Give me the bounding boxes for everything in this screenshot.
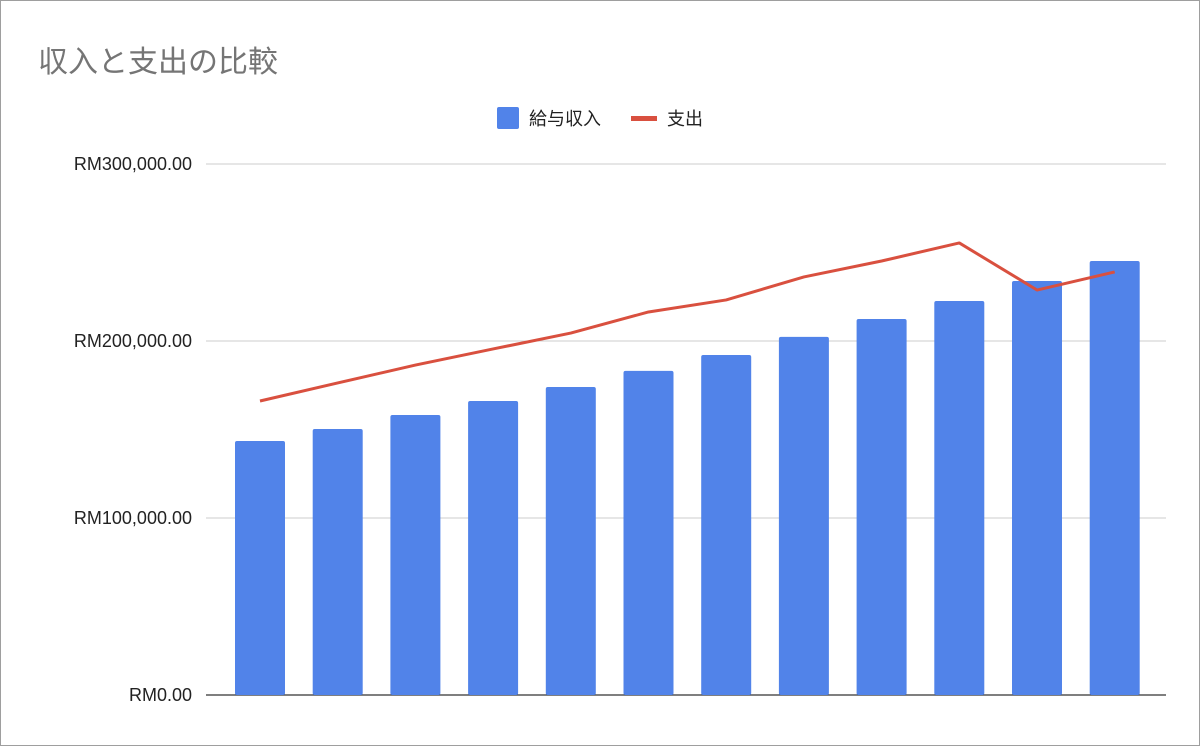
legend: 給与収入 支出 [1,105,1199,131]
bar-income [312,428,363,695]
legend-label-expense: 支出 [667,109,703,130]
legend-swatch-income [497,107,519,129]
legend-swatch-expense [631,115,657,121]
line-expense [259,241,1116,403]
bar-income [545,387,596,695]
chart-title: 収入と支出の比較 [38,45,278,80]
bar-income [623,370,674,695]
legend-label-income: 給与収入 [529,109,601,130]
y-tick-label: RM0.00 [129,685,192,705]
legend-item-expense[interactable]: 支出 [631,105,703,131]
legend-item-income[interactable]: 給与収入 [497,105,601,131]
y-tick-label: RM200,000.00 [74,331,192,351]
bar-income [701,354,752,695]
bar-income [468,401,519,695]
bar-income [390,414,441,695]
bar-income [235,441,285,695]
bar-income [778,336,829,695]
y-tick-label: RM300,000.00 [74,154,192,174]
bar-income [1089,260,1140,695]
bar-income [934,300,985,695]
bar-income [856,319,907,695]
bar-income [1012,280,1062,695]
y-tick-label: RM100,000.00 [74,508,192,528]
